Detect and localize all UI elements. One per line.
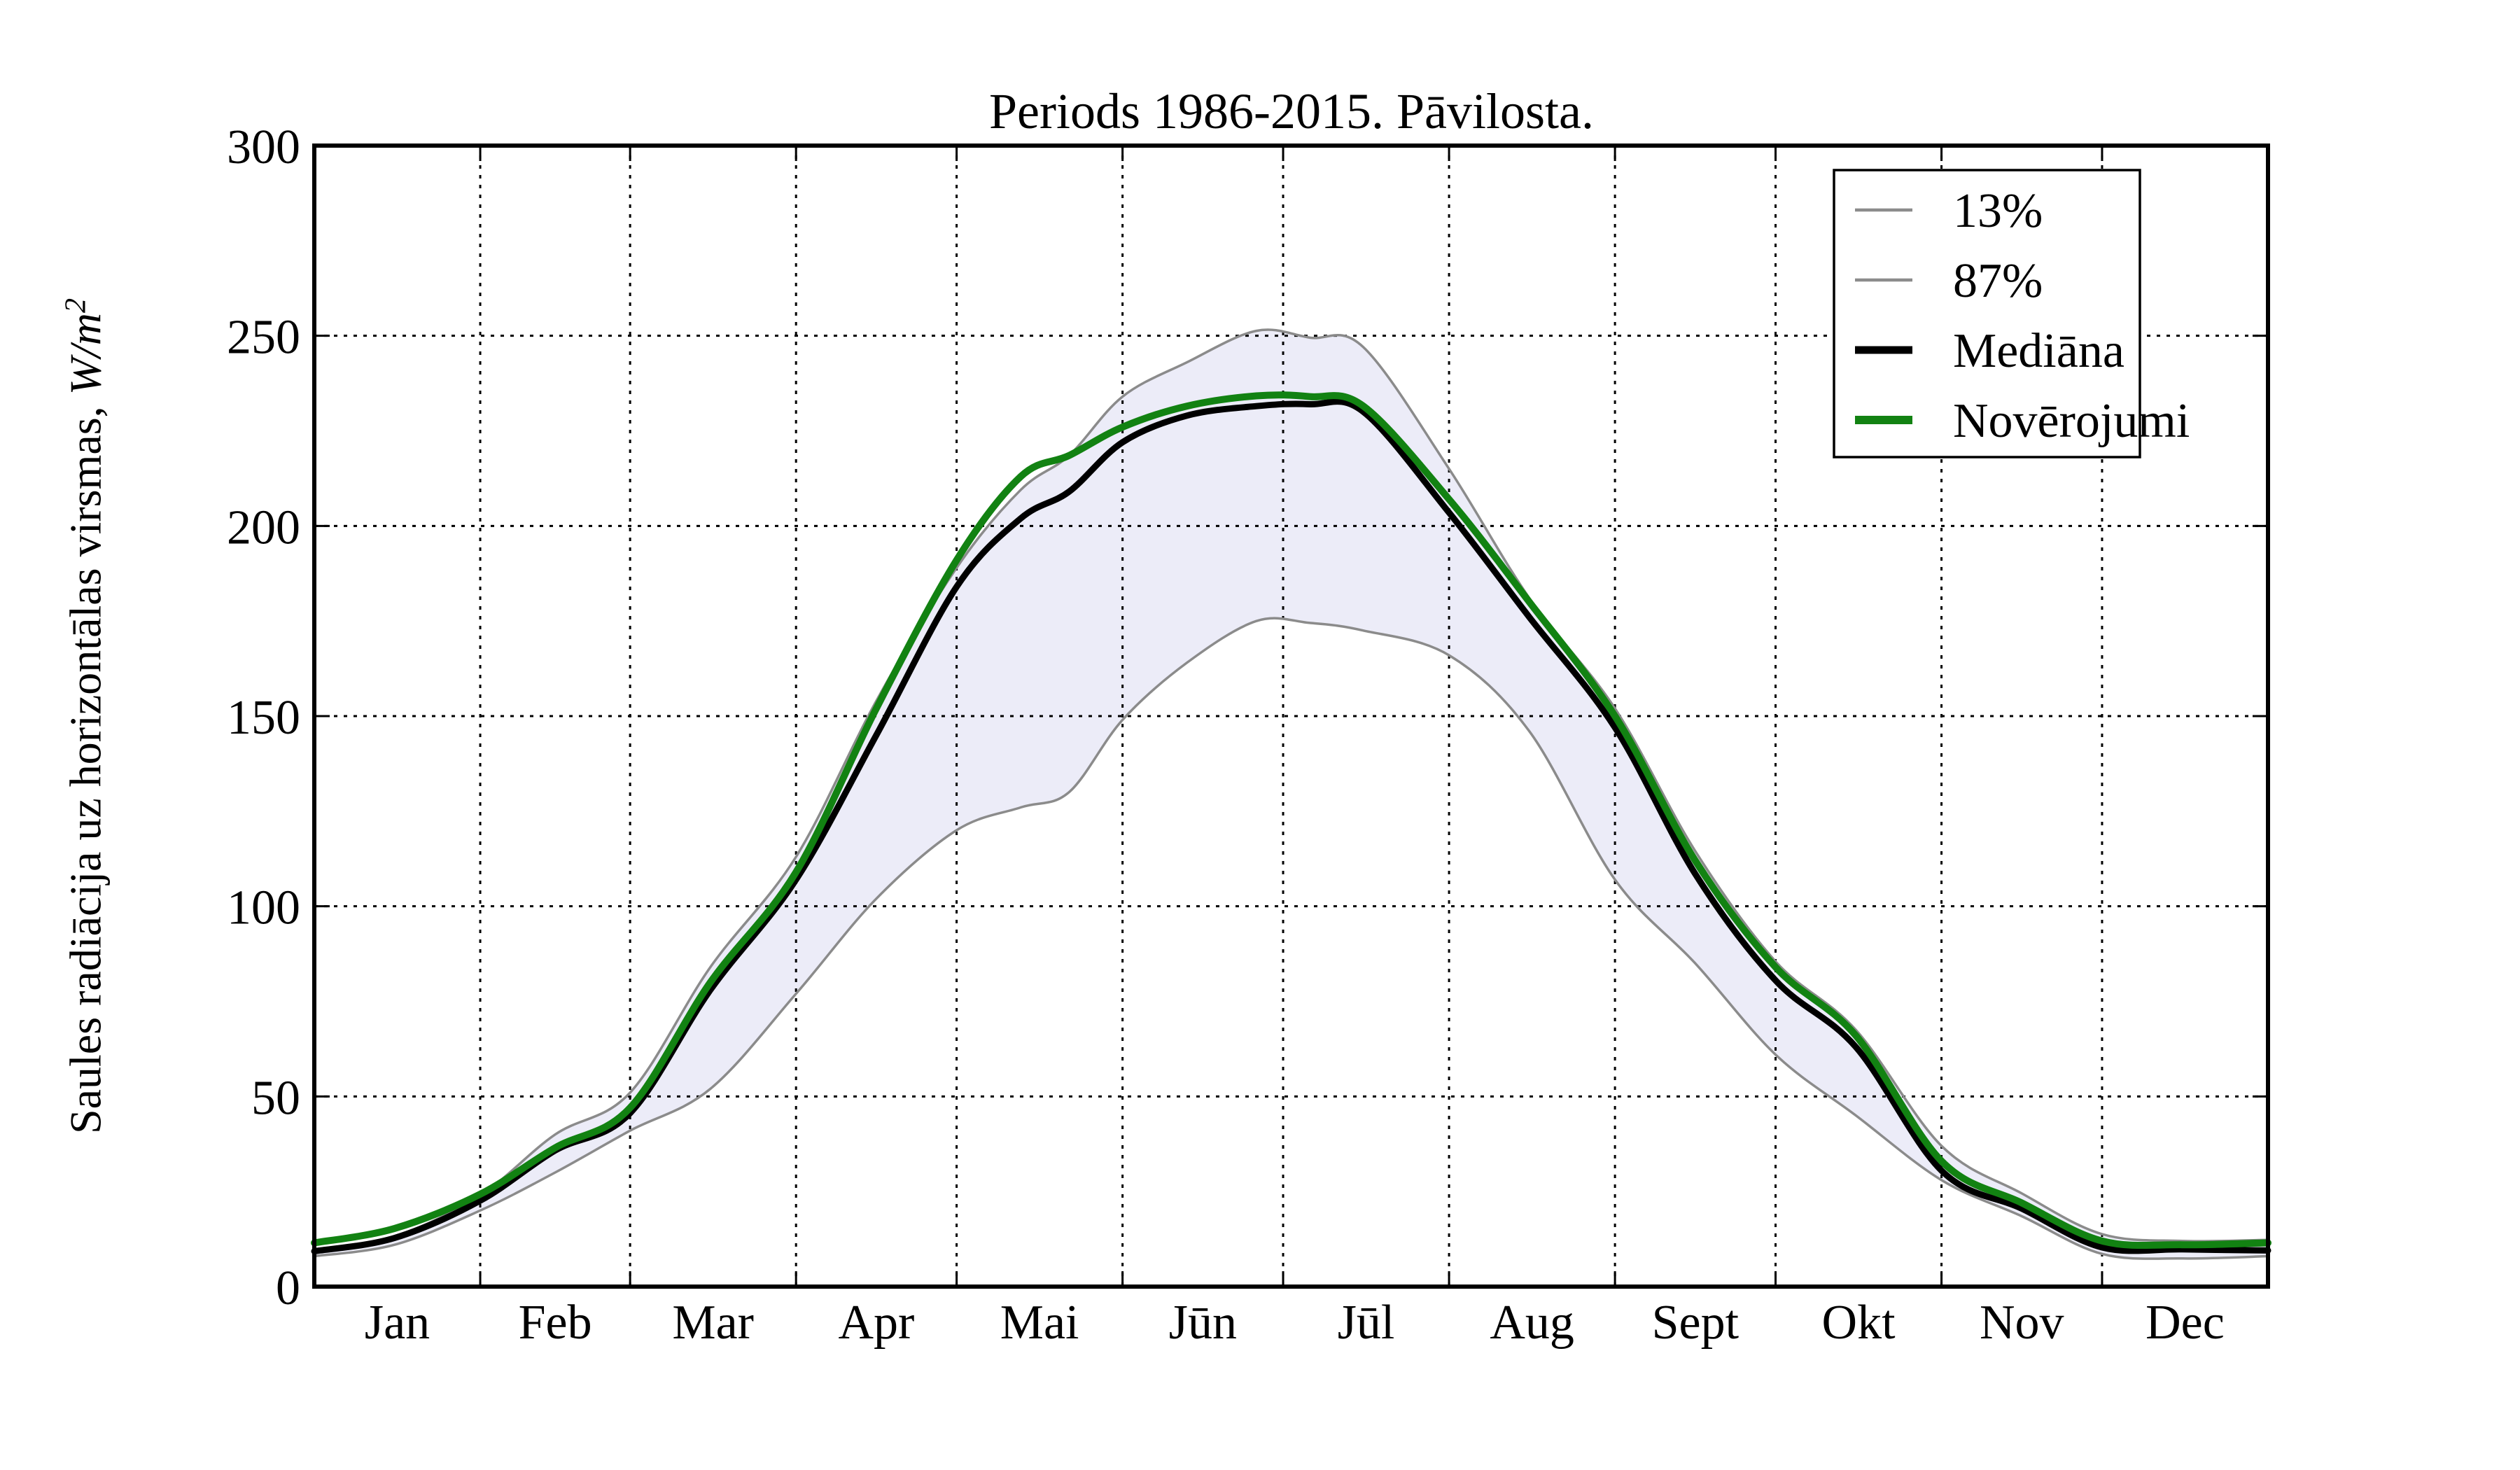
x-tick-label: Nov (1980, 1296, 2064, 1350)
x-tick-label: Jan (365, 1296, 430, 1350)
series-line-observations (311, 391, 2272, 1250)
y-axis-label-superscript: 2 (59, 298, 92, 314)
y-axis-label-text: Saules radiācija uz horizontālas virsmas… (60, 395, 111, 1134)
chart-title: Periods 1986-2015. Pāvilosta. (989, 83, 1594, 139)
y-tick-label: 300 (227, 120, 300, 174)
y-tick-label: 0 (276, 1261, 300, 1315)
y-tick-label: 50 (251, 1071, 300, 1125)
x-tick-label: Dec (2146, 1296, 2225, 1350)
x-tick-label: Sept (1652, 1296, 1740, 1350)
y-tick-label: 250 (227, 311, 300, 365)
x-tick-label: Jūl (1338, 1296, 1395, 1350)
x-tick-label: Mai (1000, 1296, 1079, 1350)
x-tick-label: Feb (519, 1296, 592, 1350)
x-tick-label: Aug (1490, 1296, 1574, 1350)
legend-label-observations: Novērojumi (1953, 394, 2190, 448)
x-tick-label: Mar (672, 1296, 754, 1350)
y-tick-label: 200 (227, 500, 300, 554)
y-axis-label: Saules radiācija uz horizontālas virsmas… (59, 298, 111, 1134)
series-line-percentile-upper (313, 328, 2269, 1251)
y-axis-label-unit: W/m (60, 313, 111, 396)
x-tick-label: Okt (1822, 1296, 1896, 1350)
legend-box (1833, 169, 2141, 458)
axes-spines (312, 144, 2270, 1289)
percentile-band (314, 329, 2268, 1259)
legend-label-percentile-upper: 87% (1953, 254, 2043, 308)
y-tick-label: 100 (227, 881, 300, 935)
x-tick-label: Jūn (1169, 1296, 1237, 1350)
legend-label-percentile-lower: 13% (1953, 184, 2043, 238)
y-tick-label: 150 (227, 691, 300, 745)
x-tick-label: Apr (838, 1296, 914, 1350)
legend-label-median: Mediāna (1953, 324, 2124, 378)
series-line-percentile-lower (313, 617, 2269, 1260)
